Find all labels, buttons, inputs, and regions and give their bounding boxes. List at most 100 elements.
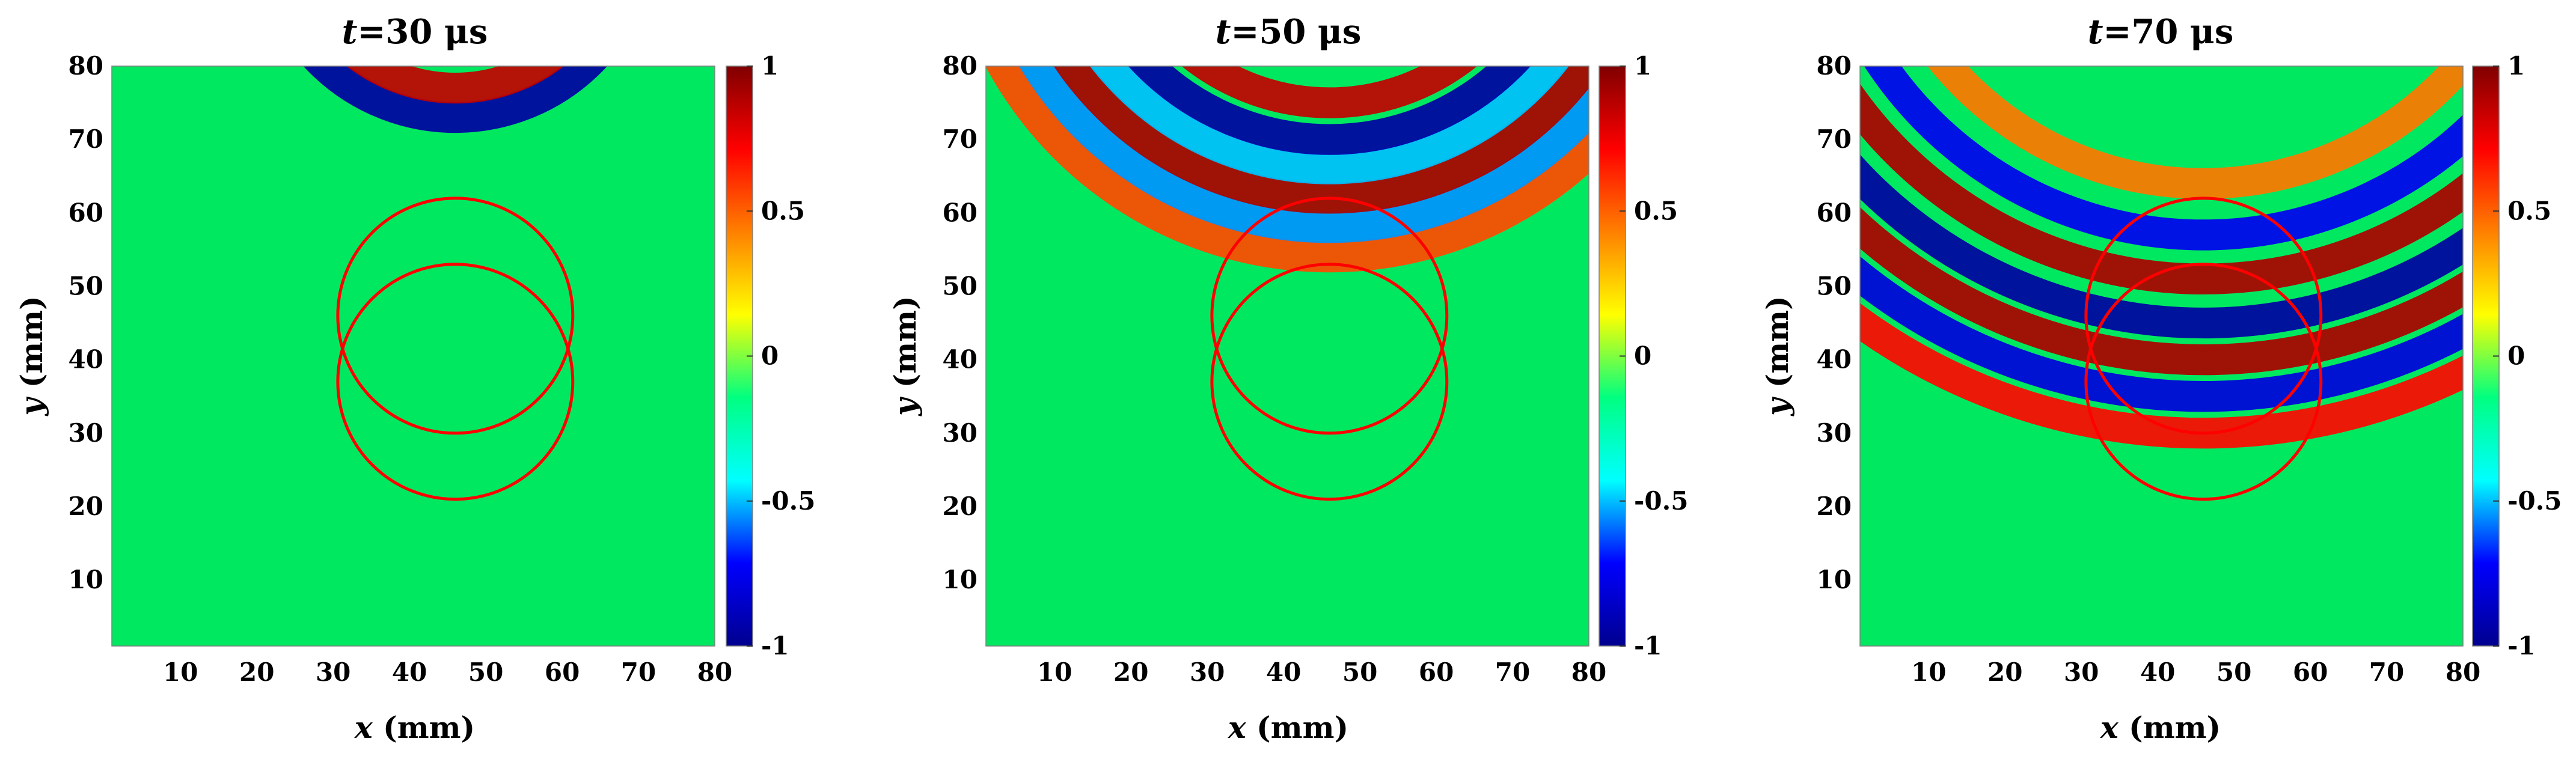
y-tick-label: 30 bbox=[69, 418, 103, 448]
colorbar-tick-label: 1 bbox=[1634, 51, 1651, 81]
y-tick-label: 10 bbox=[943, 565, 977, 594]
title-variable: t bbox=[2088, 12, 2103, 52]
x-tick-label: 70 bbox=[621, 657, 656, 687]
x-tick-label: 40 bbox=[392, 657, 427, 687]
title-value: =30 μs bbox=[358, 12, 488, 52]
defect-circle bbox=[2084, 263, 2323, 501]
x-axis-label: x (mm) bbox=[1228, 710, 1348, 745]
y-axis-label: y (mm) bbox=[1760, 296, 1795, 416]
y-axis-variable: y bbox=[1760, 397, 1795, 416]
y-tick-label: 20 bbox=[1817, 492, 1852, 521]
wave-front-band bbox=[303, 66, 608, 133]
y-axis-label: y (mm) bbox=[14, 296, 49, 416]
wave-front-band bbox=[986, 66, 1589, 273]
x-tick-label: 30 bbox=[1190, 657, 1225, 687]
defect-circle bbox=[1210, 263, 1449, 501]
wave-front-band bbox=[1089, 66, 1569, 184]
y-tick-label: 40 bbox=[69, 345, 103, 374]
y-tick-label: 10 bbox=[69, 565, 103, 594]
x-tick-label: 50 bbox=[1342, 657, 1377, 687]
colorbar-tick-label: 1 bbox=[2507, 51, 2525, 81]
x-axis-unit: (mm) bbox=[1246, 710, 1349, 745]
panel-t30: t=30 μs 10 20 30 40 50 60 70 801020304050607080… bbox=[14, 12, 816, 745]
wave-front-band bbox=[1860, 256, 2463, 412]
defect-circle bbox=[2084, 197, 2323, 435]
colorbar-tick-label: 0 bbox=[1634, 341, 1651, 371]
colorbar-tick-label: 0.5 bbox=[1634, 196, 1678, 225]
colorbar-tick-label: 0 bbox=[761, 341, 779, 371]
heatmap-plot-area: 10 20 30 40 50 60 70 80 10 20 30 40 50 60 70 80 1 0.5 0 -0.… bbox=[1817, 51, 2562, 687]
x-axis-unit: (mm) bbox=[2119, 710, 2221, 745]
y-tick-label: 20 bbox=[943, 492, 977, 521]
x-axis-label: x (mm) bbox=[354, 710, 475, 745]
y-tick-label: 70 bbox=[943, 124, 977, 154]
title-variable: t bbox=[1216, 12, 1231, 52]
panel-title: t=70 μs bbox=[2088, 12, 2234, 52]
x-tick-label: 80 bbox=[2446, 657, 2480, 687]
x-tick-label: 70 bbox=[1495, 657, 1530, 687]
axes-frame bbox=[1859, 66, 2464, 647]
wave-field bbox=[303, 66, 608, 133]
wave-front-band bbox=[1860, 207, 2463, 376]
colorbar-tick-label: -0.5 bbox=[761, 486, 816, 516]
y-tick-label: 40 bbox=[943, 345, 977, 374]
wave-front-band bbox=[1860, 154, 2463, 338]
x-tick-label: 30 bbox=[2064, 657, 2099, 687]
x-tick-label: 60 bbox=[2293, 657, 2328, 687]
heatmap-background bbox=[112, 66, 715, 646]
panel-title: t=30 μs bbox=[342, 12, 488, 52]
x-tick-label: 20 bbox=[1987, 657, 2022, 687]
panel-title: t=50 μs bbox=[1216, 12, 1362, 52]
y-tick-label: 60 bbox=[69, 198, 103, 227]
panel-t50: t=50 μs 10 20 30 40 50 60 70 801020304050607080… bbox=[887, 12, 1689, 745]
x-axis-variable: x bbox=[1228, 710, 1247, 745]
y-tick-label: 50 bbox=[69, 271, 103, 300]
y-tick-label: 60 bbox=[1817, 198, 1852, 227]
title-variable: t bbox=[342, 12, 358, 52]
wave-front-band bbox=[1019, 66, 1589, 243]
x-tick-label: 30 bbox=[316, 657, 350, 687]
colorbar-tick-label: -0.5 bbox=[1634, 486, 1689, 516]
x-tick-label: 40 bbox=[2140, 657, 2175, 687]
y-tick-label: 50 bbox=[1817, 271, 1852, 300]
heatmap-plot-area: 10 20 30 40 50 60 70 80 10 20 30 40 50 60 70 80 1 0.5 0 -0.… bbox=[69, 51, 816, 687]
x-axis-variable: x bbox=[354, 710, 373, 745]
y-tick-label: 40 bbox=[1817, 345, 1852, 374]
x-tick-label: 20 bbox=[1113, 657, 1148, 687]
x-tick-label: 10 bbox=[1037, 657, 1072, 687]
y-axis-unit: (mm) bbox=[14, 296, 49, 398]
x-tick-label: 10 bbox=[1911, 657, 1946, 687]
x-tick-label: 70 bbox=[2369, 657, 2404, 687]
colorbar-tick-label: 1 bbox=[761, 51, 779, 81]
wave-front-band bbox=[1927, 66, 2463, 199]
defect-circle bbox=[1210, 197, 1449, 435]
y-axis-variable: y bbox=[14, 397, 49, 416]
wave-front-band bbox=[1860, 84, 2463, 294]
colorbar-tick-label: 0.5 bbox=[761, 196, 805, 225]
y-tick-label: 50 bbox=[943, 271, 977, 300]
x-tick-label: 50 bbox=[2217, 657, 2251, 687]
y-tick-label: 20 bbox=[69, 492, 103, 521]
axes-frame bbox=[111, 66, 715, 647]
x-axis-unit: (mm) bbox=[373, 710, 476, 745]
y-tick-label: 30 bbox=[1817, 418, 1852, 448]
wave-front-band bbox=[346, 66, 564, 104]
x-tick-label: 20 bbox=[239, 657, 274, 687]
x-tick-label: 80 bbox=[1571, 657, 1606, 687]
y-axis-unit: (mm) bbox=[887, 296, 923, 398]
x-tick-label: 60 bbox=[1419, 657, 1454, 687]
wave-front-band bbox=[1128, 66, 1531, 155]
x-tick-label: 10 bbox=[163, 657, 198, 687]
x-axis-label: x (mm) bbox=[2100, 710, 2221, 745]
y-tick-label: 70 bbox=[1817, 124, 1852, 154]
x-axis-variable: x bbox=[2100, 710, 2119, 745]
y-tick-label: 10 bbox=[1817, 565, 1852, 594]
wave-front-band bbox=[1864, 66, 2463, 251]
wave-front-band bbox=[1181, 66, 1478, 118]
y-tick-label: 60 bbox=[943, 198, 977, 227]
y-axis-label: y (mm) bbox=[887, 296, 923, 416]
axes-frame bbox=[985, 66, 1589, 647]
heatmap-plot-area: 10 20 30 40 50 60 70 80 10 20 30 40 50 60 70 80 1 0.5 0 -0.… bbox=[943, 51, 1689, 687]
x-tick-label: 40 bbox=[1266, 657, 1301, 687]
